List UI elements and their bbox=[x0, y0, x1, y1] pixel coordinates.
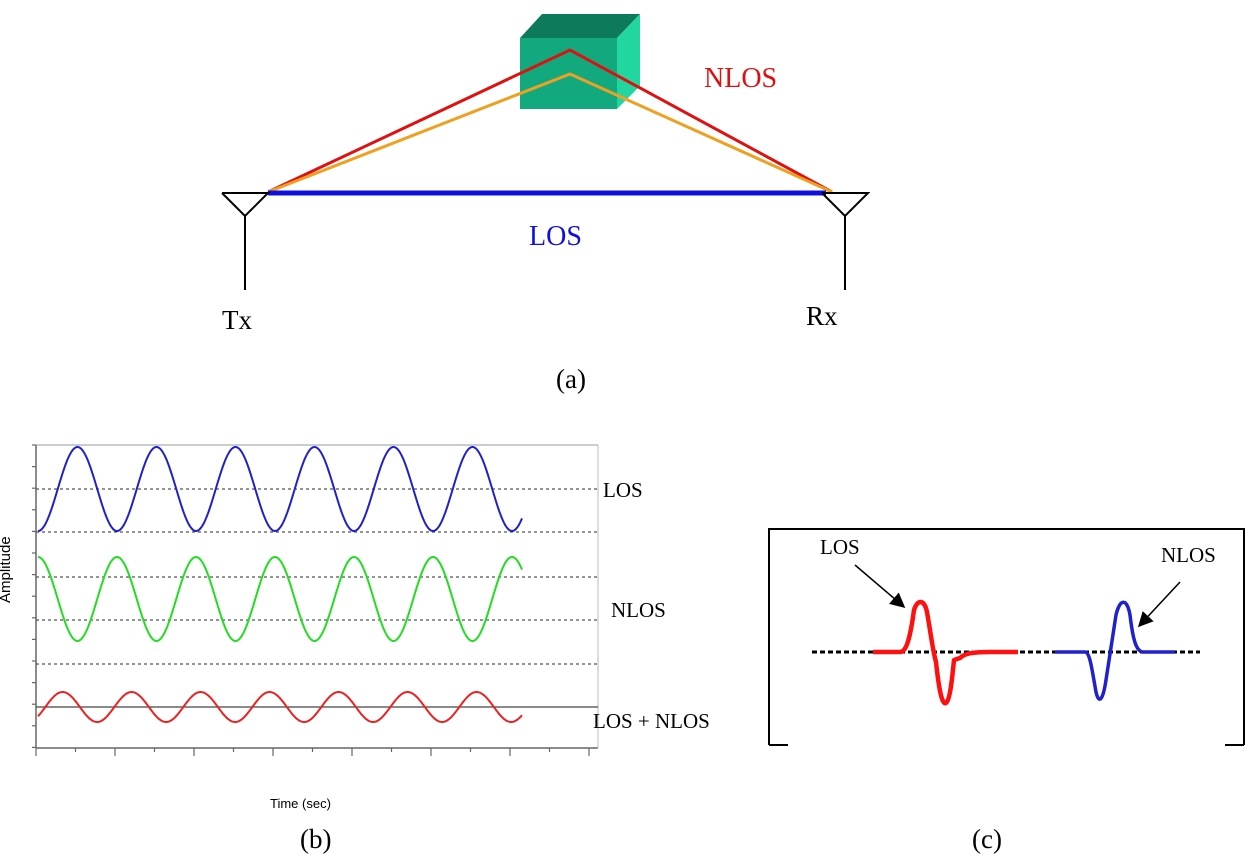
b-trace-label-nlos: NLOS bbox=[611, 598, 666, 622]
nlos-label: NLOS bbox=[704, 63, 778, 94]
c-nlos-arrow bbox=[1137, 581, 1181, 628]
c-nlos-label: NLOS bbox=[1161, 543, 1216, 567]
tx-label: Tx bbox=[222, 305, 252, 335]
c-los-label: LOS bbox=[820, 535, 860, 559]
tx-antenna bbox=[221, 192, 271, 290]
caption-c: (c) bbox=[972, 824, 1002, 854]
b-ticks bbox=[32, 444, 590, 756]
rx-label: Rx bbox=[806, 301, 838, 331]
b-trace-label-los: LOS bbox=[603, 478, 643, 502]
trace-nlos bbox=[37, 555, 523, 642]
nlos-outer-path bbox=[267, 48, 833, 194]
obstacle-top-face bbox=[520, 14, 640, 38]
caption-a: (a) bbox=[556, 364, 586, 394]
c-los-arrow bbox=[854, 564, 906, 608]
c-frame bbox=[768, 528, 1245, 745]
c-nlos-pulse bbox=[1055, 600, 1175, 701]
trace-los-plus-nlos bbox=[37, 691, 523, 723]
rx-antenna bbox=[821, 192, 871, 290]
b-trace-label-sum: LOS + NLOS bbox=[593, 709, 710, 733]
caption-b: (b) bbox=[300, 824, 332, 854]
c-los-pulse bbox=[873, 599, 1018, 706]
b-guide-lines bbox=[36, 488, 598, 665]
trace-los bbox=[37, 446, 523, 533]
b-xlabel: Time (sec) bbox=[270, 796, 331, 811]
nlos-inner-path bbox=[267, 72, 833, 194]
los-label: LOS bbox=[529, 221, 582, 252]
